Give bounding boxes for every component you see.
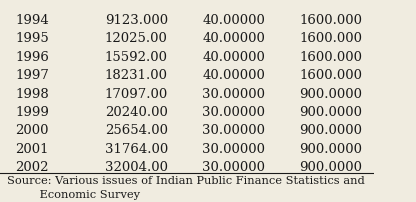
Text: 900.0000: 900.0000 <box>300 161 362 174</box>
Text: 18231.00: 18231.00 <box>105 69 168 82</box>
Text: 40.00000: 40.00000 <box>202 69 265 82</box>
Text: 900.0000: 900.0000 <box>300 143 362 156</box>
Text: 30.00000: 30.00000 <box>202 143 265 156</box>
Text: 30.00000: 30.00000 <box>202 161 265 174</box>
Text: 31764.00: 31764.00 <box>105 143 168 156</box>
Text: 1600.000: 1600.000 <box>300 32 362 45</box>
Text: 1600.000: 1600.000 <box>300 69 362 82</box>
Text: 1999: 1999 <box>15 106 49 119</box>
Text: 40.00000: 40.00000 <box>202 32 265 45</box>
Text: 30.00000: 30.00000 <box>202 87 265 101</box>
Text: 12025.00: 12025.00 <box>105 32 168 45</box>
Text: 17097.00: 17097.00 <box>105 87 168 101</box>
Text: 40.00000: 40.00000 <box>202 51 265 64</box>
Text: 15592.00: 15592.00 <box>105 51 168 64</box>
Text: 20240.00: 20240.00 <box>105 106 168 119</box>
Text: 30.00000: 30.00000 <box>202 124 265 137</box>
Text: 32004.00: 32004.00 <box>105 161 168 174</box>
Text: 2000: 2000 <box>15 124 49 137</box>
Text: Source: Various issues of Indian Public Finance Statistics and: Source: Various issues of Indian Public … <box>7 176 365 186</box>
Text: 25654.00: 25654.00 <box>105 124 168 137</box>
Text: 1600.000: 1600.000 <box>300 14 362 27</box>
Text: 2001: 2001 <box>15 143 49 156</box>
Text: 900.0000: 900.0000 <box>300 106 362 119</box>
Text: 1997: 1997 <box>15 69 49 82</box>
Text: 30.00000: 30.00000 <box>202 106 265 119</box>
Text: 900.0000: 900.0000 <box>300 124 362 137</box>
Text: Economic Survey: Economic Survey <box>7 190 141 200</box>
Text: 9123.000: 9123.000 <box>105 14 168 27</box>
Text: 1994: 1994 <box>15 14 49 27</box>
Text: 1600.000: 1600.000 <box>300 51 362 64</box>
Text: 1998: 1998 <box>15 87 49 101</box>
Text: 2002: 2002 <box>15 161 49 174</box>
Text: 1996: 1996 <box>15 51 49 64</box>
Text: 40.00000: 40.00000 <box>202 14 265 27</box>
Text: 900.0000: 900.0000 <box>300 87 362 101</box>
Text: 1995: 1995 <box>15 32 49 45</box>
